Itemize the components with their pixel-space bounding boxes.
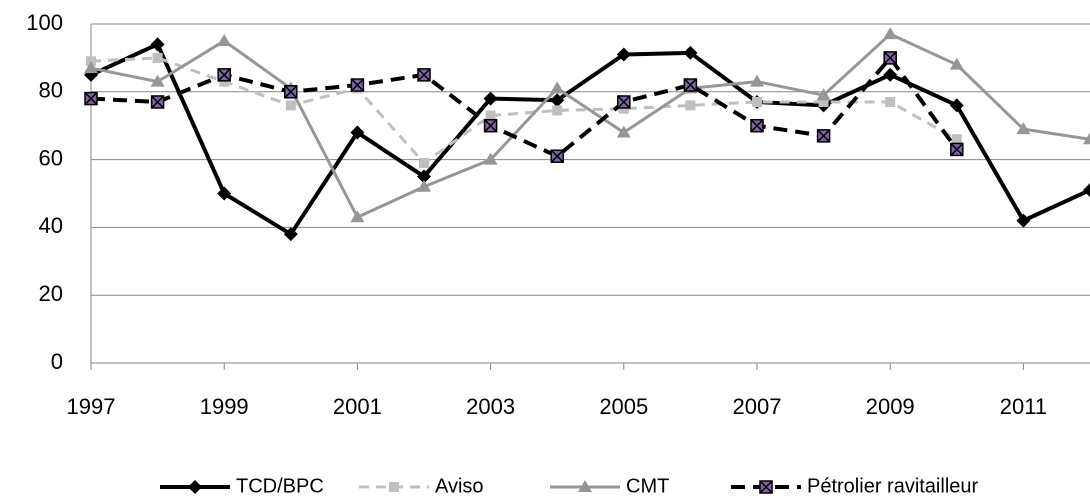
marker [350, 210, 365, 223]
marker [84, 61, 98, 74]
marker [578, 480, 592, 492]
x-tick-label: 2009 [866, 394, 915, 419]
marker [1016, 213, 1031, 228]
marker-cross [350, 78, 364, 92]
x-tick-label: 2003 [466, 394, 515, 419]
marker [883, 51, 897, 65]
legend-label: Aviso [435, 475, 484, 497]
marker [419, 157, 429, 168]
marker [752, 96, 762, 107]
legend-label: TCD/BPC [236, 475, 324, 497]
marker [150, 37, 165, 52]
marker [350, 125, 365, 140]
legend-label: CMT [626, 475, 669, 497]
marker [285, 100, 296, 111]
marker [417, 179, 431, 192]
marker [750, 118, 764, 133]
marker [818, 96, 829, 107]
marker [1083, 132, 1090, 145]
series-line [90, 32, 1090, 219]
marker [417, 169, 431, 184]
marker [951, 134, 962, 145]
marker [617, 95, 631, 109]
marker [885, 96, 896, 107]
marker-cross [284, 85, 298, 99]
marker [550, 81, 565, 94]
series-line [90, 42, 1090, 237]
marker [816, 88, 831, 101]
marker-cross [883, 51, 897, 65]
x-tick-label: 2001 [333, 394, 382, 419]
legend: TCD/BPC Aviso CMT Pétrolier ravitailleur [160, 475, 979, 497]
marker [217, 33, 232, 46]
marker-cross [817, 129, 831, 143]
marker-cross [950, 142, 964, 156]
y-tick-label: 80 [39, 78, 63, 103]
y-tick-label: 20 [39, 281, 63, 306]
marker [618, 103, 629, 114]
marker-cross [151, 95, 165, 109]
x-tick-label: 1997 [67, 394, 116, 419]
marker [616, 47, 631, 62]
marker [483, 152, 498, 165]
marker [683, 45, 698, 60]
y-tick-label: 60 [39, 145, 63, 170]
marker [283, 227, 298, 242]
marker [150, 95, 165, 109]
marker [550, 149, 564, 163]
marker-cross [750, 119, 764, 133]
marker [219, 76, 230, 87]
marker [217, 186, 232, 201]
x-tick-label: 2007 [733, 394, 782, 419]
marker [683, 78, 698, 92]
plot [84, 27, 1090, 242]
marker-cross [217, 68, 231, 82]
marker [1083, 183, 1090, 198]
marker [150, 74, 165, 87]
marker [949, 98, 964, 113]
marker [417, 68, 431, 82]
marker [816, 129, 831, 143]
marker [950, 142, 964, 157]
marker [1016, 122, 1031, 135]
marker [550, 93, 565, 108]
marker [217, 68, 231, 82]
marker [152, 52, 163, 63]
marker [284, 85, 298, 99]
marker [84, 91, 98, 106]
marker [685, 100, 696, 111]
x-tick-label: 1999 [200, 394, 249, 419]
marker [750, 74, 764, 87]
marker-cross [759, 480, 773, 494]
marker-cross [617, 95, 631, 109]
y-tick-label: 100 [26, 10, 63, 35]
marker-cross [484, 119, 498, 133]
marker [616, 125, 631, 138]
marker-cross [550, 149, 564, 163]
marker [350, 78, 365, 92]
marker [483, 91, 498, 106]
y-tick-label: 40 [39, 213, 63, 238]
marker [483, 118, 498, 133]
x-tick-label: 2005 [599, 394, 648, 419]
marker-cross [84, 92, 98, 106]
marker [883, 67, 898, 82]
marker [389, 482, 399, 492]
marker [552, 105, 563, 116]
marker [485, 110, 496, 121]
marker [759, 480, 773, 494]
marker [188, 480, 202, 494]
series-line [90, 55, 959, 159]
legend-label: Pétrolier ravitailleur [807, 475, 979, 497]
x-tick-label: 2011 [1000, 394, 1047, 419]
marker-cross [417, 68, 431, 82]
marker-cross [683, 78, 697, 92]
marker [949, 57, 964, 70]
marker [883, 27, 898, 40]
y-tick-label: 0 [51, 349, 63, 374]
